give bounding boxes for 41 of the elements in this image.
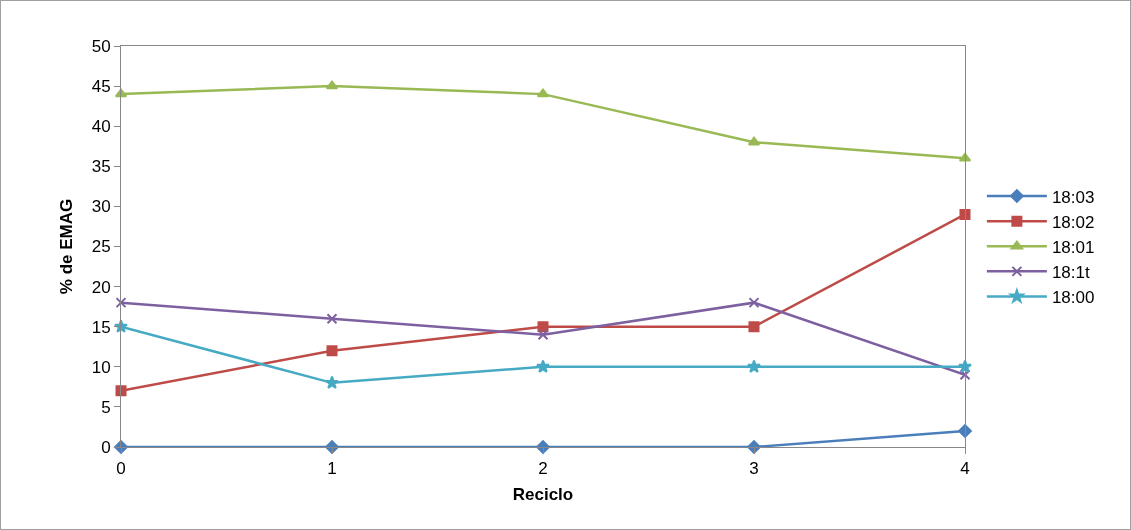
legend-label: 18:1t [1051,262,1090,282]
legend-label: 18:00 [1051,288,1095,308]
x-tick-label: 0 [116,459,126,479]
y-tick-label: 35 [91,157,111,177]
point [958,152,972,162]
legend-label: 18:03 [1051,187,1095,207]
y-tick-label: 15 [91,317,111,337]
y-tick-label: 5 [101,397,111,417]
x-tick-label: 2 [538,459,548,479]
point [325,80,339,90]
y-axis-title: % de EMAG [57,198,77,295]
y-tick-label: 10 [91,357,111,377]
y-tick-label: 30 [91,197,111,217]
point [326,345,338,357]
point [325,375,339,389]
point [747,136,761,146]
point [747,359,761,373]
legend-label: 18:02 [1051,212,1095,232]
point [537,329,549,341]
point [537,321,549,333]
point [959,369,971,381]
y-tick-label: 40 [91,117,111,137]
point [326,313,338,325]
x-tick-label: 1 [327,459,337,479]
point [536,359,550,373]
legend-label: 18:01 [1051,237,1095,257]
point [959,208,971,220]
point [958,424,972,438]
point [115,297,127,309]
y-tick-label: 45 [91,77,111,97]
y-tick-label: 50 [91,36,111,56]
x-tick-label: 3 [749,459,759,479]
x-axis-title: Reciclo [512,484,574,504]
y-tick-label: 20 [91,277,111,297]
point [115,385,127,397]
point [748,321,760,333]
x-tick-label: 4 [960,459,970,479]
y-tick-label: 0 [101,437,111,457]
point [536,88,550,98]
y-tick-label: 25 [91,237,111,257]
point [748,297,760,309]
